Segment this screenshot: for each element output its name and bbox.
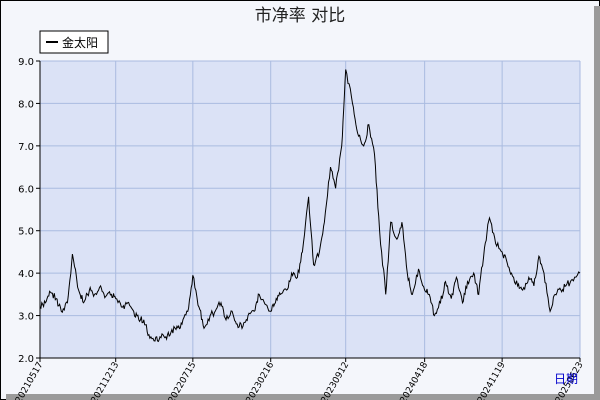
legend: 金太阳 — [39, 30, 109, 54]
y-tick-label: 5.0 — [18, 227, 34, 238]
frame-shadow-right — [594, 6, 600, 400]
grid-lines — [40, 60, 581, 358]
chart-title: 市净率 对比 — [255, 6, 345, 26]
y-tick-label: 9.0 — [18, 57, 34, 68]
x-tick-label: 20220715 — [167, 361, 199, 400]
x-axis-label: 日期 — [554, 372, 578, 386]
y-tick-label: 2.0 — [18, 354, 34, 365]
x-tick-label: 20210517 — [14, 361, 46, 400]
x-tick-label: 20230912 — [320, 361, 352, 400]
x-tick-label: 20211213 — [90, 361, 122, 400]
legend-box — [39, 30, 109, 54]
series-line-jintaiyang — [39, 69, 581, 343]
y-tick-label: 3.0 — [18, 312, 34, 323]
y-tick-label: 8.0 — [18, 99, 34, 110]
y-tick-label: 6.0 — [18, 184, 34, 195]
frame-shadow-bottom — [6, 394, 600, 400]
x-tick-label: 20240418 — [399, 360, 431, 400]
y-tick-label: 7.0 — [18, 142, 34, 153]
plot-area — [40, 61, 580, 358]
x-axis-ticks: 20210517 20211213 20220715 20230216 20230912… — [14, 358, 586, 400]
y-tick-label: 4.0 — [18, 269, 34, 280]
legend-entry: 金太阳 — [62, 35, 98, 50]
y-axis-ticks: 2.0 3.0 4.0 5.0 6.0 7.0 8.0 9.0 — [18, 57, 40, 365]
x-tick-label: 20241119 — [476, 360, 508, 400]
x-tick-label: 20230216 — [245, 360, 277, 400]
